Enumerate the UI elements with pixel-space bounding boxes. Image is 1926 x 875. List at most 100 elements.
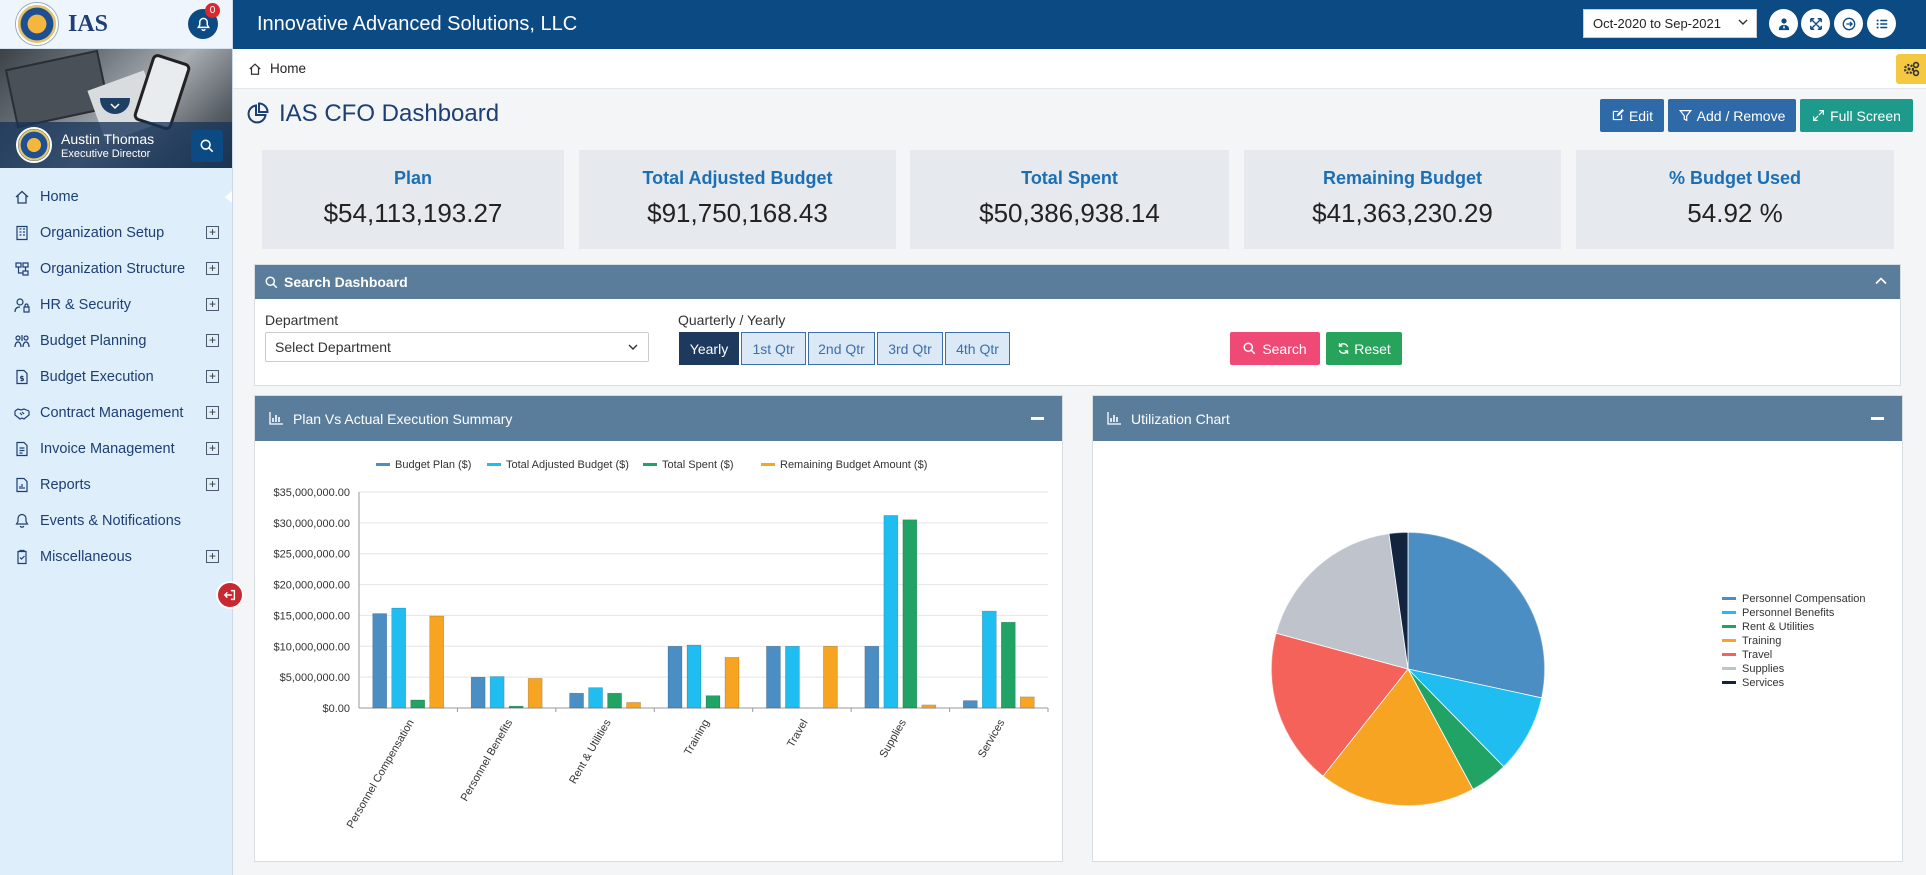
breadcrumb-home[interactable]: Home bbox=[270, 61, 307, 76]
expand-plus-icon[interactable]: + bbox=[206, 478, 219, 491]
avatar[interactable] bbox=[16, 127, 52, 163]
org-chart-icon bbox=[14, 261, 30, 277]
period-q4-button[interactable]: 4th Qtr bbox=[945, 332, 1010, 365]
search-dashboard-panel: Search Dashboard Department Select Depar… bbox=[254, 264, 1901, 386]
sidebar-item-hr-security[interactable]: HR & Security + bbox=[0, 287, 232, 323]
legend-label: Travel bbox=[1742, 649, 1772, 661]
expand-button[interactable] bbox=[1801, 9, 1830, 38]
bar bbox=[705, 695, 721, 709]
report-icon bbox=[14, 477, 30, 493]
legend-swatch bbox=[1722, 639, 1736, 642]
bar bbox=[607, 692, 622, 709]
kpi-total-adjusted-budget: Total Adjusted Budget $91,750,168.43 bbox=[579, 150, 896, 249]
period-yearly-button[interactable]: Yearly bbox=[679, 332, 739, 365]
chevron-down-icon bbox=[628, 344, 638, 350]
legend-swatch bbox=[1722, 611, 1736, 614]
legend-swatch bbox=[643, 463, 657, 466]
bar bbox=[921, 704, 937, 709]
sidebar-item-label: Home bbox=[40, 189, 79, 205]
expand-plus-icon[interactable]: + bbox=[206, 406, 219, 419]
department-label: Department bbox=[265, 312, 339, 328]
logout-button[interactable] bbox=[216, 581, 244, 609]
menu-search-button[interactable] bbox=[191, 130, 223, 162]
bell-icon bbox=[14, 513, 30, 529]
settings-button[interactable] bbox=[1896, 54, 1926, 84]
sidebar-item-invoice-management[interactable]: Invoice Management + bbox=[0, 431, 232, 467]
expand-plus-icon[interactable]: + bbox=[206, 550, 219, 563]
expand-plus-icon[interactable]: + bbox=[206, 334, 219, 347]
home-icon bbox=[14, 189, 30, 205]
kpi-budget-used: % Budget Used 54.92 % bbox=[1576, 150, 1894, 249]
sidebar-item-organization-setup[interactable]: Organization Setup + bbox=[0, 215, 232, 251]
sign-out-button[interactable] bbox=[1834, 9, 1863, 38]
x-tick-label: Services bbox=[976, 717, 1008, 760]
full-screen-button[interactable]: Full Screen bbox=[1800, 99, 1913, 132]
bar bbox=[667, 645, 683, 709]
full-screen-label: Full Screen bbox=[1830, 107, 1901, 124]
sidebar-item-budget-planning[interactable]: Budget Planning + bbox=[0, 323, 232, 359]
x-tick-label: Personnel Benefits bbox=[459, 717, 516, 803]
y-tick-label: $0.00 bbox=[322, 703, 350, 715]
sidebar-item-label: Invoice Management bbox=[40, 441, 175, 457]
home-icon bbox=[249, 62, 261, 75]
sign-out-icon bbox=[1842, 17, 1855, 30]
sidebar-item-label: Budget Execution bbox=[40, 369, 154, 385]
pie-slice bbox=[1275, 532, 1409, 670]
legend-swatch bbox=[1722, 681, 1736, 684]
minimize-icon[interactable] bbox=[1031, 417, 1044, 420]
legend-label: Personnel Benefits bbox=[1742, 607, 1835, 619]
logo-bar: IAS 0 bbox=[0, 0, 232, 49]
edit-button[interactable]: Edit bbox=[1600, 99, 1664, 132]
user-profile-button[interactable] bbox=[1769, 9, 1798, 38]
period-q2-button[interactable]: 2nd Qtr bbox=[808, 332, 875, 365]
sidebar-item-home[interactable]: Home bbox=[0, 179, 232, 215]
department-select[interactable]: Select Department bbox=[265, 332, 649, 362]
expand-plus-icon[interactable]: + bbox=[206, 298, 219, 311]
bar bbox=[527, 678, 543, 709]
user-tie-icon bbox=[1778, 17, 1789, 30]
sidebar-item-budget-execution[interactable]: Budget Execution + bbox=[0, 359, 232, 395]
profile-card: Austin Thomas Executive Director bbox=[0, 49, 232, 168]
sidebar-item-organization-structure[interactable]: Organization Structure + bbox=[0, 251, 232, 287]
user-bar: Austin Thomas Executive Director bbox=[0, 122, 232, 168]
sidebar-item-miscellaneous[interactable]: Miscellaneous + bbox=[0, 539, 232, 575]
search-button[interactable]: Search bbox=[1230, 332, 1320, 365]
logo-seal-icon bbox=[16, 3, 58, 45]
expand-plus-icon[interactable]: + bbox=[206, 370, 219, 383]
bar bbox=[724, 657, 740, 709]
add-remove-label: Add / Remove bbox=[1696, 107, 1786, 124]
bar bbox=[508, 705, 524, 709]
bar bbox=[1019, 696, 1035, 709]
fiscal-period-select[interactable]: Oct-2020 to Sep-2021 bbox=[1583, 9, 1757, 38]
pie-slice bbox=[1270, 632, 1409, 777]
reset-button[interactable]: Reset bbox=[1326, 332, 1402, 365]
menu-list-button[interactable] bbox=[1867, 9, 1896, 38]
period-q1-button[interactable]: 1st Qtr bbox=[741, 332, 806, 365]
sidebar-item-label: Miscellaneous bbox=[40, 549, 132, 565]
search-panel-header[interactable]: Search Dashboard bbox=[255, 265, 1900, 299]
bar bbox=[864, 645, 880, 709]
handshake-icon bbox=[14, 405, 30, 421]
plan-vs-actual-chart: Budget Plan ($) Total Adjusted Budget ($)… bbox=[274, 459, 1049, 830]
x-tick-label: Training bbox=[682, 718, 712, 758]
notifications-button[interactable]: 0 bbox=[188, 3, 220, 39]
chevron-up-icon[interactable] bbox=[1874, 274, 1888, 288]
legend-label: Total Adjusted Budget ($) bbox=[506, 459, 629, 471]
expand-arrows-icon bbox=[1809, 17, 1822, 30]
expand-plus-icon[interactable]: + bbox=[206, 262, 219, 275]
utilization-panel: Utilization Chart Personnel Compensation… bbox=[1092, 395, 1903, 862]
sidebar-item-events-notifications[interactable]: Events & Notifications bbox=[0, 503, 232, 539]
pie-outline bbox=[1270, 531, 1546, 807]
bar bbox=[588, 687, 603, 709]
search-panel-title: Search Dashboard bbox=[284, 274, 408, 290]
user-name: Austin Thomas bbox=[61, 130, 155, 147]
expand-plus-icon[interactable]: + bbox=[206, 442, 219, 455]
add-remove-button[interactable]: Add / Remove bbox=[1668, 99, 1796, 132]
profile-collapse-button[interactable] bbox=[100, 98, 130, 114]
bell-icon bbox=[196, 17, 210, 31]
minimize-icon[interactable] bbox=[1871, 417, 1884, 420]
sidebar-item-reports[interactable]: Reports + bbox=[0, 467, 232, 503]
period-q3-button[interactable]: 3rd Qtr bbox=[877, 332, 943, 365]
sidebar-item-contract-management[interactable]: Contract Management + bbox=[0, 395, 232, 431]
expand-plus-icon[interactable]: + bbox=[206, 226, 219, 239]
